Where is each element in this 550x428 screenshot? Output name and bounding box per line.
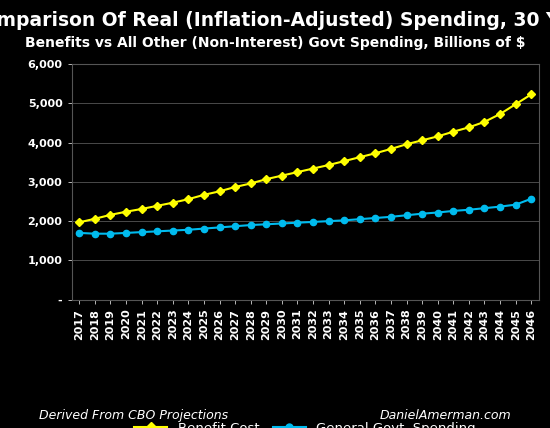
Text: DanielAmerman.com: DanielAmerman.com xyxy=(380,409,512,422)
Text: Comparison Of Real (Inflation-Adjusted) Spending, 30 Yrs: Comparison Of Real (Inflation-Adjusted) … xyxy=(0,11,550,30)
Text: Derived From CBO Projections: Derived From CBO Projections xyxy=(39,409,228,422)
Text: Benefits vs All Other (Non-Interest) Govt Spending, Billions of $: Benefits vs All Other (Non-Interest) Gov… xyxy=(25,36,525,51)
Legend: Benefit Cost, General Govt. Spending: Benefit Cost, General Govt. Spending xyxy=(129,417,481,428)
